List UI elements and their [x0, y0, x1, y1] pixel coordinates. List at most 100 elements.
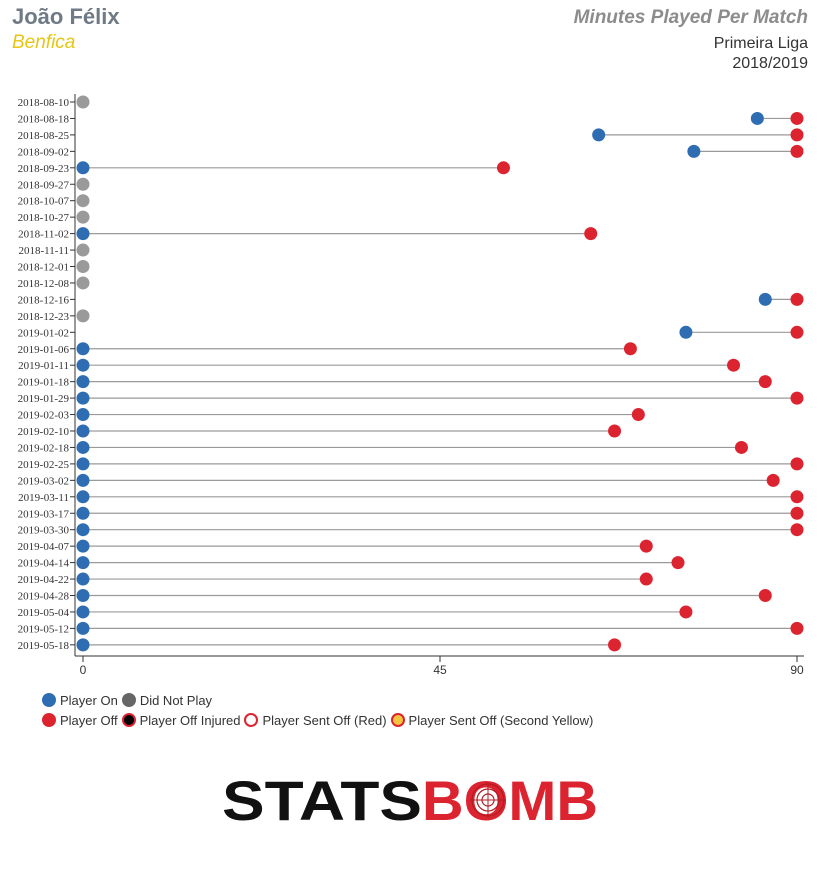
player-on-dot — [679, 325, 693, 339]
legend-label: Player Off Injured — [139, 712, 241, 728]
player-on-dot — [76, 556, 90, 570]
player-off-dot — [790, 292, 804, 306]
player-off-dot — [679, 605, 693, 619]
legend-item-second-yellow: Player Sent Off (Second Yellow) — [390, 712, 594, 728]
y-tick-label: 2018-10-27 — [18, 212, 70, 224]
player-on-dot — [76, 440, 90, 454]
player-on-dot — [76, 638, 90, 652]
player-on-dot — [76, 572, 90, 586]
player-on-dot — [758, 292, 772, 306]
y-tick-label: 2019-01-11 — [18, 360, 69, 372]
player-off-dot — [631, 408, 645, 422]
legend-marker-dnp-dark — [121, 693, 136, 707]
y-tick-label: 2019-04-07 — [18, 541, 70, 553]
player-off-dot — [758, 589, 772, 602]
minutes-chart: 0 45 90 2018-08-10 2018-08-18 2018-08-25 2018-… — [18, 94, 804, 677]
player-off-dot — [790, 325, 804, 339]
player-on-dot — [750, 111, 764, 125]
y-tick-label: 2019-04-22 — [18, 574, 69, 586]
y-tick-label: 2019-05-18 — [18, 640, 70, 652]
player-name: João Félix — [12, 4, 120, 29]
legend-label: Player On — [60, 692, 118, 708]
player-off-dot — [758, 375, 772, 389]
y-tick-label: 2019-02-03 — [18, 410, 70, 422]
did-not-play-dot — [76, 276, 90, 290]
player-on-dot — [76, 523, 90, 537]
x-tick-label: 0 — [80, 663, 87, 677]
y-tick-label: 2018-09-02 — [18, 146, 69, 158]
player-off-dot — [790, 621, 804, 635]
player-off-dot — [734, 440, 748, 454]
y-tick-label: 2018-09-27 — [18, 179, 70, 191]
legend-item-red-card: Player Sent Off (Red) — [244, 713, 387, 728]
player-off-dot — [790, 144, 804, 158]
y-tick-label: 2018-12-08 — [18, 278, 70, 290]
player-on-dot — [76, 358, 90, 372]
player-on-dot — [76, 473, 90, 487]
player-off-dot — [790, 111, 804, 125]
player-on-dot — [76, 342, 90, 356]
player-on-dot — [76, 539, 90, 553]
did-not-play-dot — [76, 177, 90, 191]
player-on-dot — [592, 128, 606, 142]
x-tick-label: 45 — [433, 663, 447, 677]
player-off-dot — [608, 638, 622, 652]
player-off-dot — [496, 161, 510, 175]
player-off-dot — [790, 490, 804, 504]
legend-item-injured: Player Off Injured — [121, 712, 241, 728]
legend-label: Player Off — [60, 712, 118, 728]
player-on-dot — [76, 161, 90, 175]
legend-row-1: Player On Did Not Play — [42, 690, 597, 710]
y-tick-label: 2018-08-25 — [18, 130, 70, 142]
y-tick-label: 2018-09-23 — [18, 163, 70, 175]
player-off-dot — [790, 506, 804, 520]
player-on-dot — [76, 589, 90, 602]
y-tick-label: 2019-01-06 — [18, 344, 70, 356]
y-tick-label: 2018-10-07 — [18, 196, 70, 208]
player-on-dot — [76, 227, 90, 241]
y-tick-label: 2019-03-02 — [18, 475, 69, 487]
y-tick-label: 2019-05-12 — [18, 623, 69, 635]
y-tick-label: 2018-12-16 — [18, 294, 70, 306]
logo-text-stats: STATS — [222, 770, 422, 830]
y-tick-label: 2018-12-01 — [18, 262, 69, 274]
player-off-dot — [727, 358, 741, 372]
y-tick-label: 2019-01-02 — [18, 327, 69, 339]
player-on-dot — [76, 408, 90, 422]
legend-item-dnp-dark: Did Not Play — [121, 693, 212, 708]
season-label: 2018/2019 — [732, 55, 808, 72]
player-off-dot — [766, 473, 780, 487]
player-off-dot — [671, 556, 685, 570]
legend-row-2: Player Off Player Off Injured Player Sent … — [42, 710, 597, 730]
player-on-dot — [76, 424, 90, 438]
y-tick-label: 2019-03-11 — [18, 492, 69, 504]
y-tick-label: 2019-02-10 — [18, 426, 70, 438]
y-tick-label: 2019-03-30 — [18, 525, 70, 537]
player-off-dot — [790, 523, 804, 537]
x-tick-label: 90 — [790, 663, 804, 677]
player-off-dot — [790, 128, 804, 142]
legend-marker-red-card — [244, 713, 259, 727]
y-tick-label: 2019-03-17 — [18, 508, 70, 520]
y-tick-label: 2018-11-11 — [18, 245, 69, 257]
player-off-dot — [623, 342, 637, 356]
legend: Player On Did Not Play Player Off Player O… — [42, 690, 597, 730]
y-tick-label: 2019-02-25 — [18, 459, 70, 471]
legend-marker-injured — [121, 713, 136, 727]
did-not-play-dot — [76, 309, 90, 323]
y-tick-label: 2019-05-04 — [18, 607, 70, 619]
legend-label: Player Sent Off (Second Yellow) — [408, 712, 594, 728]
y-tick-label: 2018-11-02 — [18, 229, 69, 241]
player-off-dot — [790, 457, 804, 471]
player-off-dot — [790, 391, 804, 405]
competition-label: Primeira Liga — [713, 35, 808, 52]
player-on-dot — [76, 457, 90, 471]
player-off-dot — [608, 424, 622, 438]
statsbomb-logo: STATS BOMB — [222, 770, 598, 830]
player-on-dot — [76, 605, 90, 619]
did-not-play-dot — [76, 210, 90, 224]
did-not-play-dot — [76, 243, 90, 257]
player-on-dot — [76, 375, 90, 389]
player-off-dot — [584, 227, 598, 241]
did-not-play-dot — [76, 95, 90, 109]
